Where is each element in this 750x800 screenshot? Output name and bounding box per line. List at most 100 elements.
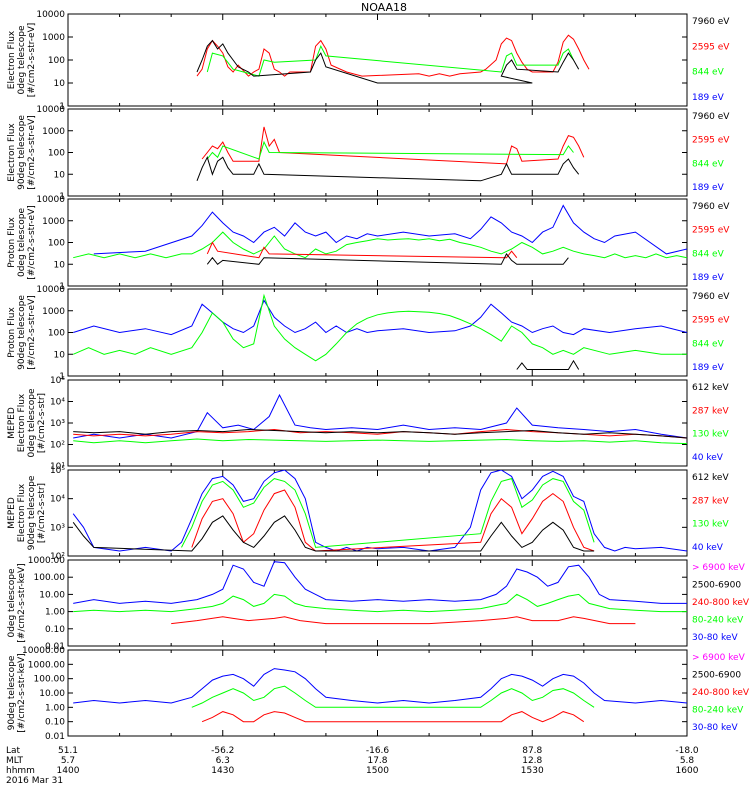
y-tick-label: 10	[54, 79, 66, 89]
series-line	[73, 428, 687, 439]
y-axis-label-line: 90deg telescope	[27, 475, 37, 550]
series-line	[196, 39, 580, 84]
y-tick-label: 100.00	[34, 675, 66, 685]
panel-p1: 1 10 100 1000 10000 Electron Flux 0deg telesco…	[7, 10, 730, 112]
series-line	[206, 44, 574, 77]
y-tick-label: 10.00	[39, 590, 65, 600]
y-tick-label: 10²	[50, 441, 65, 451]
y-tick-label: 100	[48, 329, 65, 339]
y-axis-label-line: MEPED	[7, 497, 17, 529]
y-tick-label: 10⁵	[50, 376, 65, 386]
legend-entry: 189 eV	[692, 183, 725, 193]
y-tick-label: 1000	[42, 217, 65, 227]
legend-entry: 40 keV	[692, 453, 724, 463]
y-tick-label: 0.01	[45, 642, 65, 652]
series-group	[73, 204, 687, 265]
x-row-value: 87.8	[522, 746, 542, 756]
panel-frame	[67, 469, 688, 557]
series-line	[516, 359, 580, 370]
x-row-value: 17.8	[367, 756, 387, 766]
panel-p8: 0.01 0.10 1.00 10.00 100.00 1000.00 10000.00 90…	[7, 646, 750, 742]
y-tick-label: 10⁵	[50, 466, 65, 476]
y-tick-label: 1000.00	[28, 660, 65, 670]
series-line	[201, 126, 585, 165]
series-line	[206, 140, 574, 160]
legend-entry: 189 eV	[692, 363, 725, 373]
x-row-value: 51.1	[58, 746, 78, 756]
x-row-value: -16.6	[366, 746, 390, 756]
legend-entry: 2595 eV	[692, 42, 730, 52]
y-tick-label: 10000.00	[22, 646, 65, 656]
y-tick-label: 10⁴	[50, 398, 65, 408]
panel-p5: 10¹ 10² 10³ 10⁴ 10⁵ MEPED Electron Flux 0deg te…	[7, 376, 729, 472]
series-line	[73, 668, 687, 704]
legend-entry: 2595 eV	[692, 316, 730, 326]
series-group	[73, 561, 687, 625]
legend-entry: 30-80 keV	[692, 633, 738, 643]
y-axis-label-line: 0deg telescope	[7, 568, 17, 638]
panel-frame	[67, 198, 688, 287]
series-line	[171, 616, 636, 625]
series-line	[181, 477, 595, 548]
legend-entry: 80-240 keV	[692, 616, 744, 626]
legend-entry: 7960 eV	[692, 292, 730, 302]
panel-p6: 10² 10³ 10⁴ 10⁵ MEPED Electron Flux 90deg tele…	[7, 466, 729, 562]
y-tick-label: 0.01	[45, 732, 65, 742]
panel-p2: 1 10 100 1000 10000 Electron Flux 90deg telesc…	[7, 105, 730, 202]
y-axis-label-line: Proton Flux	[7, 307, 17, 358]
panel-frame	[67, 108, 688, 197]
series-line	[72, 470, 687, 552]
panel-p3: 1 10 100 1000 10000 Proton Flux 0deg telescope…	[7, 195, 730, 292]
y-axis-label-line: 0deg telescope	[17, 208, 27, 278]
legend-entry: 7960 eV	[692, 17, 730, 27]
y-axis-label-line: Proton Flux	[7, 217, 17, 268]
series-line	[73, 293, 687, 362]
legend-entry: 2595 eV	[692, 136, 730, 146]
series-group	[196, 34, 590, 84]
date-label: 2016 Mar 31	[6, 776, 63, 786]
y-axis-label-line: Electron Flux	[17, 393, 27, 452]
y-axis-label-line: [#/cm2-s-str-eV]	[27, 115, 37, 190]
y-axis-label-line: Electron Flux	[17, 483, 27, 542]
y-tick-label: 1	[59, 192, 65, 202]
y-axis-label-line: 0deg telescope	[17, 25, 27, 95]
y-tick-label: 10³	[50, 419, 65, 429]
series-line	[73, 561, 687, 604]
y-tick-label: 10⁴	[50, 495, 65, 505]
series-line	[73, 593, 687, 613]
y-tick-label: 1000	[42, 127, 65, 137]
legend-entry: 844 eV	[692, 249, 725, 259]
legend-entry: 7960 eV	[692, 202, 730, 212]
y-tick-label: 100	[48, 239, 65, 249]
x-row-value: 1400	[57, 766, 80, 776]
series-line	[196, 155, 580, 182]
series-line	[93, 204, 687, 255]
y-tick-label: 10	[54, 350, 66, 360]
legend-entry: 844 eV	[692, 159, 725, 169]
x-row-name: MLT	[6, 756, 24, 766]
y-tick-label: 100	[48, 56, 65, 66]
legend-entry: 2500-6900	[692, 581, 741, 591]
legend-entry: 612 keV	[692, 383, 729, 393]
y-axis-label-line: [#/cm2-s-str]	[37, 483, 47, 543]
panel-frame	[67, 13, 688, 107]
y-axis-label-line: [#/cm2-s-str-keV]	[17, 563, 27, 642]
x-row-value: -18.0	[675, 746, 699, 756]
x-row-value: 5.8	[680, 756, 695, 766]
panel-p7: 0.01 0.10 1.00 10.00 100.00 1000.00 0deg teles…	[7, 556, 750, 652]
x-row-value: 6.3	[216, 756, 230, 766]
legend-entry: 130 keV	[692, 430, 729, 440]
y-axis-label-line: Electron Flux	[7, 30, 17, 89]
x-row-value: 1500	[366, 766, 389, 776]
y-axis-label-line: [#/cm2-s-str-eV]	[27, 205, 37, 280]
series-line	[73, 438, 687, 445]
legend-entry: 130 keV	[692, 520, 729, 530]
y-tick-label: 1	[59, 282, 65, 292]
series-line	[206, 252, 569, 265]
legend-entry: 30-80 keV	[692, 723, 738, 733]
legend-entry: > 6900 keV	[692, 563, 746, 573]
x-row-value: -56.2	[211, 746, 234, 756]
legend-entry: 189 eV	[692, 93, 725, 103]
x-row-value: 1600	[676, 766, 699, 776]
